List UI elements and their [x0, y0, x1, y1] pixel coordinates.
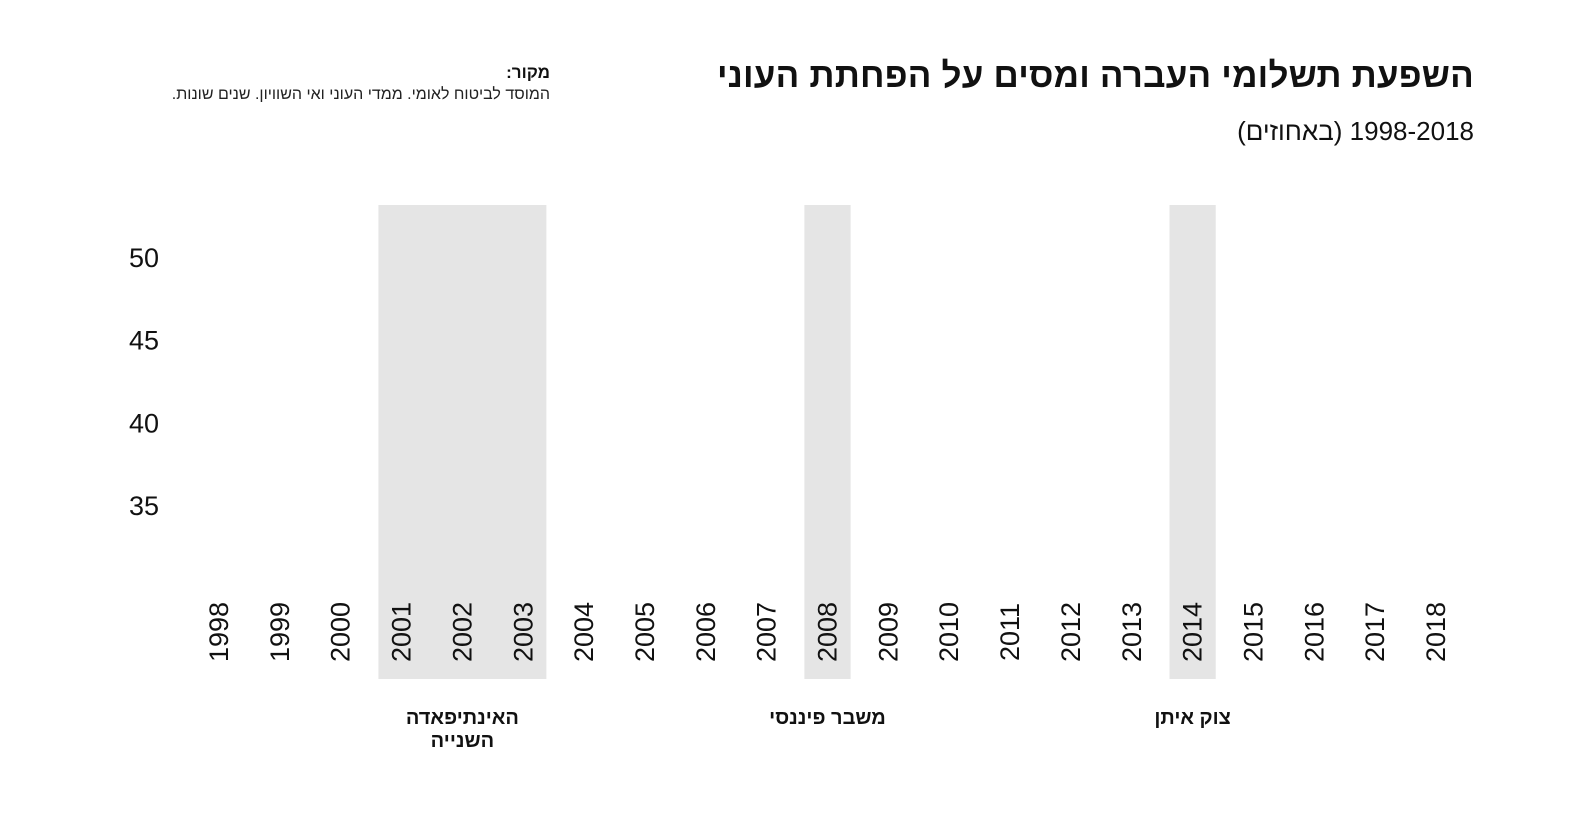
period-label-line: משבר פיננסי [769, 707, 886, 729]
x-tick-label: 2018 [1421, 602, 1451, 662]
x-tick-label: 2007 [752, 602, 782, 662]
period-label-line: השנייה [431, 730, 494, 752]
x-tick-label: 2005 [630, 602, 660, 662]
x-tick-label: 2008 [813, 602, 843, 662]
x-tick-label: 2017 [1360, 602, 1390, 662]
y-axis: 35 40 45 50 [129, 243, 159, 521]
x-tick-label: 2001 [387, 602, 417, 662]
x-tick-label: 2002 [447, 602, 477, 662]
period-label-line: צוק איתן [1154, 707, 1231, 729]
y-tick-label: 35 [129, 491, 159, 521]
x-tick-label: 2009 [873, 602, 903, 662]
period-label-3: צוק איתן [1154, 707, 1231, 729]
y-tick-label: 40 [129, 408, 159, 438]
shaded-periods [378, 205, 1216, 679]
x-tick-label: 2015 [1238, 602, 1268, 662]
chart-title: השפעת תשלומי העברה ומסים על הפחתת העוני [716, 56, 1474, 95]
y-tick-label: 50 [129, 243, 159, 273]
x-tick-label: 1999 [265, 602, 295, 662]
x-tick-label: 2003 [508, 602, 538, 662]
x-tick-label: 2006 [691, 602, 721, 662]
y-tick-label: 45 [129, 326, 159, 356]
shaded-period-1 [378, 205, 547, 679]
x-tick-label: 2016 [1299, 602, 1329, 662]
source-text: המוסד לביטוח לאומי. ממדי העוני ואי השווי… [171, 86, 550, 103]
x-tick-label: 2004 [569, 602, 599, 662]
period-label-line: האינתיפאדה [406, 707, 519, 729]
x-tick-label: 2011 [995, 603, 1025, 661]
x-tick-label: 2000 [326, 602, 356, 662]
x-tick-label: 1998 [204, 602, 234, 662]
shaded-period-2 [804, 205, 851, 679]
shaded-period-3 [1169, 205, 1216, 679]
x-axis: 1998 1999 2000 2001 2002 2003 2004 2005 2006 2007… [204, 602, 1451, 662]
source-label: מקור: [506, 63, 550, 82]
x-tick-label: 2014 [1178, 602, 1208, 662]
period-label-2: משבר פיננסי [769, 707, 886, 729]
x-tick-label: 2012 [1056, 602, 1086, 662]
period-label-1: האינתיפאדה השנייה [406, 707, 519, 752]
chart-subtitle: 1998-2018 (באחוזים) [1237, 116, 1474, 146]
x-tick-label: 2010 [934, 602, 964, 662]
period-labels: האינתיפאדה השנייה משבר פיננסי צוק איתן [406, 707, 1231, 752]
x-tick-label: 2013 [1117, 602, 1147, 662]
source-note: מקור: המוסד לביטוח לאומי. ממדי העוני ואי… [172, 62, 550, 106]
